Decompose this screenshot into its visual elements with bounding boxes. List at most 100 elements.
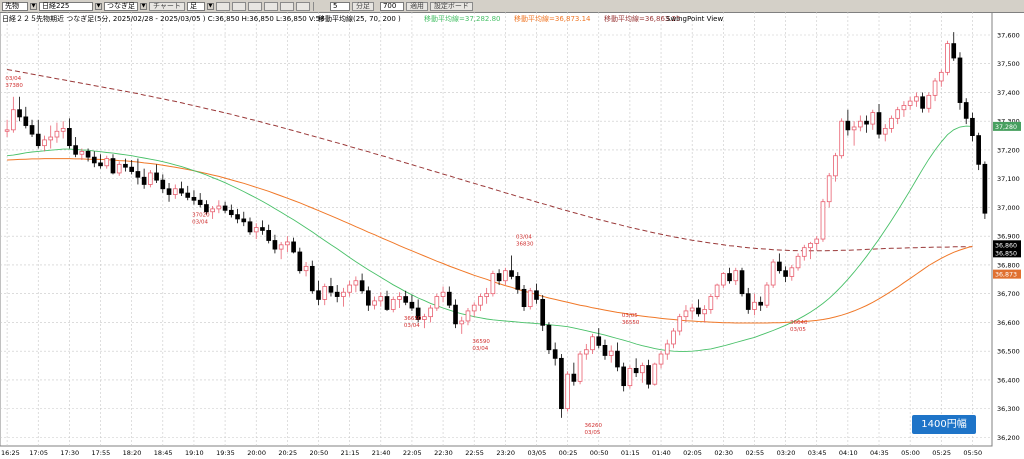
candle-body (104, 158, 110, 167)
swing-label: 03/05 (622, 313, 638, 319)
toolbar-tool-button[interactable] (215, 1, 230, 11)
y-tick-label: 36,700 (997, 290, 1020, 298)
candle-up (347, 280, 352, 297)
candle-body (957, 57, 963, 103)
candle-body (241, 218, 247, 223)
candle-body (129, 166, 135, 172)
candle-down (602, 339, 608, 360)
candle-body (235, 214, 240, 220)
price-tag-label: 36,860 (995, 242, 1017, 249)
candle-up (397, 292, 402, 309)
candle-down (247, 217, 253, 235)
candle-up (677, 313, 683, 336)
x-tick-label: 17:30 (60, 449, 79, 457)
candle-body (478, 296, 483, 306)
candle-body (671, 330, 676, 345)
candle-body (484, 293, 489, 297)
candle-down (73, 137, 78, 158)
candle-up (11, 96, 16, 133)
interval-unit-button[interactable]: 分足 (351, 1, 374, 11)
candle-down (453, 299, 458, 329)
candle-up (938, 69, 944, 87)
candle-body (845, 120, 851, 131)
candle-body (17, 109, 22, 118)
candle-down (297, 247, 303, 274)
candle-up (422, 313, 427, 329)
chevron-down-icon[interactable]: ▼ (140, 2, 147, 10)
candle-body (148, 172, 153, 185)
candle-up (372, 296, 377, 310)
candle-body (359, 280, 365, 292)
candle-body (390, 299, 396, 310)
candle-body (197, 199, 203, 205)
candle-down (976, 132, 981, 171)
candle-body (285, 241, 290, 246)
x-tick-label: 04:10 (839, 449, 858, 457)
x-tick-label: 04:35 (870, 449, 889, 457)
candle-down (334, 285, 340, 303)
x-tick-label: 02:55 (745, 449, 764, 457)
candle-up (882, 124, 888, 142)
chart-mode-button[interactable]: チャート (149, 1, 185, 11)
x-tick-label: 00:50 (590, 449, 609, 457)
candle-down (185, 185, 191, 201)
toolbar-tool-button[interactable] (279, 1, 294, 11)
candles (4, 32, 988, 418)
candle-body (571, 373, 577, 382)
interval-input[interactable]: 5 (329, 1, 350, 11)
chart-toolbar: 先物 ▼ 日経225 ▼ つなぎ足 ▼ チャート 足 ▼ 5 分足 700 適用… (0, 0, 1024, 13)
candle-body (889, 117, 894, 129)
x-tick-label: 19:10 (185, 449, 204, 457)
candle-body (677, 316, 683, 332)
candle-body (297, 251, 303, 272)
x-tick-label: 21:40 (372, 449, 391, 457)
candle-up (720, 272, 726, 288)
x-tick-label: 03:20 (777, 449, 796, 457)
price-tag-box (993, 269, 1021, 279)
candle-body (446, 291, 452, 306)
bars-input[interactable]: 700 (379, 1, 404, 11)
x-tick-label: 22:05 (403, 449, 422, 457)
frame-select[interactable]: 足 (186, 1, 205, 11)
candle-body (970, 117, 975, 136)
x-tick-label: 21:15 (341, 449, 360, 457)
toolbar-tool-button[interactable] (247, 1, 262, 11)
x-tick-label: 05:00 (901, 449, 920, 457)
toolbar-tool-button[interactable] (263, 1, 278, 11)
candle-down (559, 354, 564, 418)
chevron-down-icon[interactable]: ▼ (30, 2, 37, 10)
swing-label: 37020 (192, 212, 210, 218)
candle-body (783, 270, 788, 277)
candle-body (471, 304, 477, 312)
instrument-select[interactable]: 先物 (2, 1, 28, 11)
price-tag-box (993, 248, 1021, 258)
candle-body (864, 120, 869, 125)
swing-label: 03/04 (192, 219, 208, 225)
toolbar-tool-button[interactable] (231, 1, 246, 11)
settings-board-button[interactable]: 設定ボード (429, 1, 473, 11)
chevron-down-icon[interactable]: ▼ (206, 2, 214, 10)
candle-down (141, 168, 147, 189)
swing-label: 03/04 (404, 323, 420, 329)
info-swing-view: SwingPoint View (666, 15, 723, 23)
x-tick-label: 18:20 (123, 449, 142, 457)
contract-select[interactable]: つなぎ足 (104, 1, 138, 11)
interval-value: 5 (332, 2, 338, 10)
candle-up (42, 135, 47, 152)
candle-body (901, 105, 907, 111)
candlestick-chart[interactable]: 03/04373803702003/043665003/043659003/04… (0, 12, 1024, 459)
candle-down (552, 342, 558, 366)
price-tag-box (993, 121, 1021, 131)
info-description: 先物期近 つなぎ足(5分, 2025/02/28 - 2025/03/05 ) … (36, 14, 324, 23)
symbol-select[interactable]: 日経225 (39, 1, 93, 11)
toolbar-tool-button[interactable] (295, 1, 310, 11)
candle-up (851, 121, 857, 146)
swing-label: 03/04 (472, 346, 488, 352)
apply-button[interactable]: 適用 (405, 1, 428, 11)
chevron-down-icon[interactable]: ▼ (95, 2, 102, 10)
candle-up (484, 287, 489, 304)
price-tag-box (993, 240, 1021, 250)
y-tick-label: 37,400 (997, 89, 1020, 97)
candle-body (465, 310, 471, 322)
candle-body (640, 365, 645, 374)
